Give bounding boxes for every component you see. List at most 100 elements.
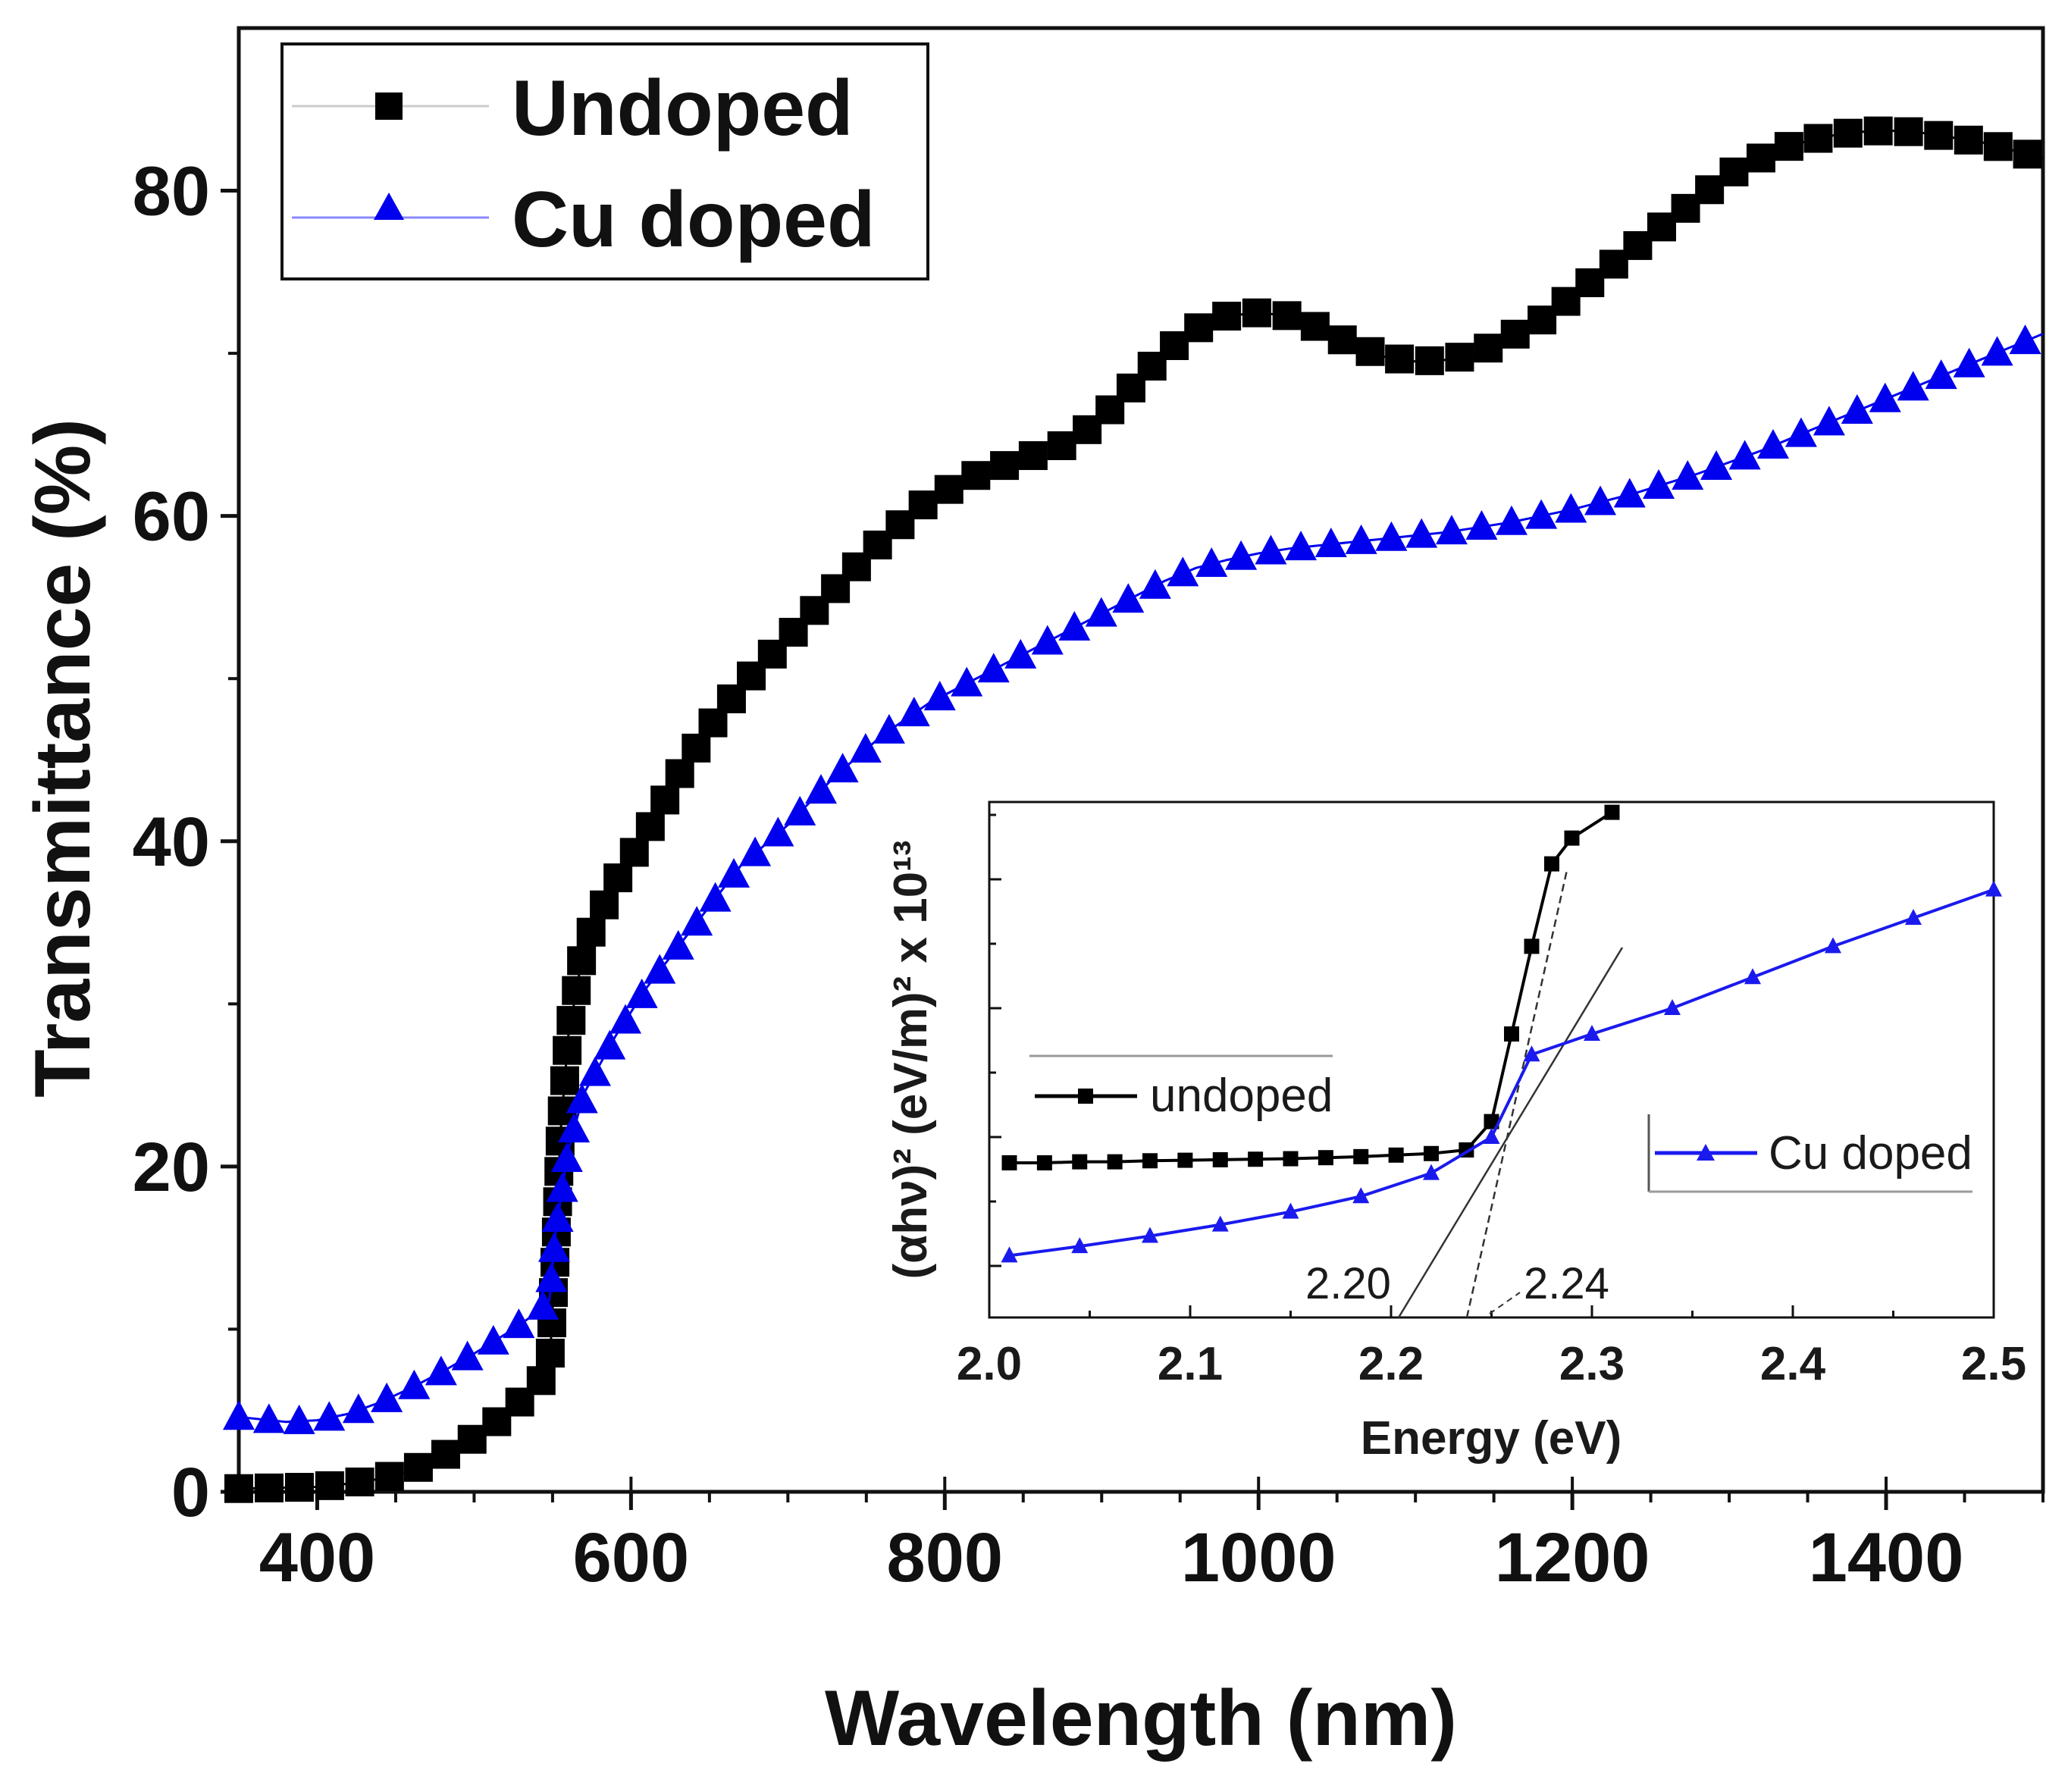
main-data-point-undoped — [1355, 337, 1385, 366]
main-data-point-cu-doped — [1841, 394, 1873, 425]
main-data-point-undoped — [1415, 346, 1444, 375]
inset-x-axis-title: Energy (eV) — [1361, 1412, 1622, 1465]
inset-tangent-lines — [1397, 869, 1624, 1318]
main-data-point-cu-doped — [873, 713, 905, 744]
main-y-axis-title: Transmittance (%) — [19, 418, 107, 1098]
main-data-point-cu-doped — [283, 1404, 315, 1434]
main-data-point-cu-doped — [594, 1029, 626, 1060]
main-data-point-cu-doped — [1953, 347, 1985, 378]
legend-marker-cu-doped — [374, 193, 404, 220]
main-data-point-undoped — [576, 917, 606, 947]
main-data-point-cu-doped — [579, 1056, 612, 1086]
main-data-point-cu-doped — [1813, 406, 1845, 436]
main-data-point-undoped — [1500, 319, 1530, 349]
main-data-point-cu-doped — [223, 1400, 255, 1430]
main-data-point-undoped — [682, 733, 711, 763]
main-data-point-cu-doped — [1195, 547, 1228, 577]
inset-data-point-undoped — [1177, 1152, 1193, 1168]
main-data-point-undoped — [526, 1366, 556, 1396]
main-data-point-cu-doped — [1465, 509, 1498, 540]
inset-data-point-cu-doped — [1001, 1246, 1018, 1263]
main-data-point-undoped — [603, 863, 633, 893]
inset-data-point-undoped — [1248, 1151, 1264, 1167]
main-x-ticks: 400 600 800 1000 1200 1400 — [237, 1477, 2044, 1596]
main-x-tick-label: 400 — [259, 1519, 376, 1596]
main-data-point-undoped — [698, 708, 728, 738]
main-data-point-undoped — [1160, 331, 1189, 360]
main-data-point-cu-doped — [537, 1232, 570, 1262]
main-data-point-cu-doped — [2009, 324, 2041, 355]
main-data-point-undoped — [567, 946, 597, 976]
inset-data-point-cu-doped — [1584, 1025, 1600, 1041]
main-data-point-undoped — [553, 1035, 582, 1065]
inset-data-point-cu-doped — [1483, 1128, 1500, 1144]
legend-marker-undoped — [375, 92, 403, 120]
inset-x-tick-label: 2.2 — [1358, 1338, 1424, 1390]
inset-data-point-undoped — [1142, 1153, 1158, 1169]
inset-x-ticks: 2.0 2.1 2.2 2.3 2.4 2.5 — [957, 1305, 2026, 1390]
main-data-point-cu-doped — [1405, 518, 1438, 548]
main-data-point-cu-doped — [1728, 440, 1761, 470]
main-plot: 400 600 800 1000 1200 1400 0 20 40 60 80 Waveleng… — [19, 26, 2045, 1762]
main-data-point-cu-doped — [662, 929, 694, 960]
main-data-point-cu-doped — [1925, 359, 1957, 390]
main-data-point-cu-doped — [1314, 527, 1347, 557]
main-data-point-undoped — [1184, 313, 1214, 343]
main-data-point-cu-doped — [1345, 524, 1377, 554]
main-data-point-undoped — [1327, 325, 1357, 355]
main-data-point-cu-doped — [951, 666, 983, 697]
main-data-point-undoped — [990, 451, 1020, 481]
main-data-point-cu-doped — [1112, 583, 1145, 613]
inset-data-point-undoped — [1484, 1114, 1499, 1129]
main-x-tick-label: 800 — [887, 1519, 1004, 1596]
main-data-point-cu-doped — [252, 1403, 285, 1433]
inset-data-point-cu-doped — [1744, 968, 1761, 985]
main-data-point-cu-doped — [1085, 597, 1117, 627]
main-data-point-cu-doped — [849, 733, 882, 763]
main-data-point-undoped — [1954, 125, 1983, 155]
main-data-point-cu-doped — [1058, 611, 1091, 641]
main-data-point-cu-doped — [898, 697, 930, 727]
inset-data-point-cu-doped — [1985, 880, 2002, 897]
main-data-point-cu-doped — [313, 1401, 346, 1431]
legend-label-cu-doped: Cu doped — [512, 176, 875, 264]
inset-background — [989, 802, 1994, 1317]
main-data-point-cu-doped — [1435, 515, 1468, 545]
main-data-point-undoped — [635, 812, 665, 841]
tangent-line-undoped — [1465, 869, 1568, 1318]
main-data-point-cu-doped — [541, 1202, 574, 1233]
main-y-tick-label: 40 — [133, 804, 210, 881]
main-data-point-cu-doped — [609, 1004, 642, 1034]
main-data-point-undoped — [1385, 344, 1415, 374]
inset-data-point-cu-doped — [1825, 937, 1841, 954]
main-data-point-undoped — [224, 1474, 253, 1503]
main-data-point-cu-doped — [398, 1369, 431, 1399]
main-data-point-cu-doped — [1167, 556, 1199, 587]
main-data-point-undoped — [1894, 117, 1923, 146]
main-y-tick-label: 60 — [133, 478, 210, 556]
main-data-point-cu-doped — [535, 1262, 568, 1292]
main-data-point-cu-doped — [923, 681, 956, 711]
main-data-point-undoped — [1474, 334, 1503, 363]
main-data-point-cu-doped — [1555, 493, 1587, 523]
main-data-point-undoped — [556, 1006, 586, 1035]
inset-data-point-undoped — [1107, 1154, 1123, 1170]
main-data-point-cu-doped — [1285, 531, 1318, 561]
main-data-point-cu-doped — [425, 1355, 457, 1386]
main-data-point-cu-doped — [558, 1113, 591, 1143]
main-data-point-undoped — [1212, 302, 1242, 331]
main-data-point-undoped — [535, 1339, 565, 1368]
main-data-point-cu-doped — [739, 836, 772, 866]
inset-x-tick-label: 2.1 — [1158, 1338, 1223, 1390]
main-data-point-cu-doped — [546, 1172, 578, 1202]
main-data-point-undoped — [374, 1461, 404, 1491]
main-data-point-undoped — [908, 490, 938, 520]
main-legend: Undoped Cu doped — [280, 42, 929, 280]
main-data-point-cu-doped — [1139, 569, 1171, 599]
inset-x-tick-label: 2.5 — [1961, 1338, 2026, 1390]
main-x-tick-label: 1200 — [1495, 1519, 1650, 1596]
main-y-tick-label: 80 — [133, 153, 210, 230]
inset-data-point-undoped — [1072, 1154, 1088, 1170]
inset-data-point-undoped — [1424, 1145, 1439, 1161]
main-data-point-undoped — [1803, 124, 1833, 153]
